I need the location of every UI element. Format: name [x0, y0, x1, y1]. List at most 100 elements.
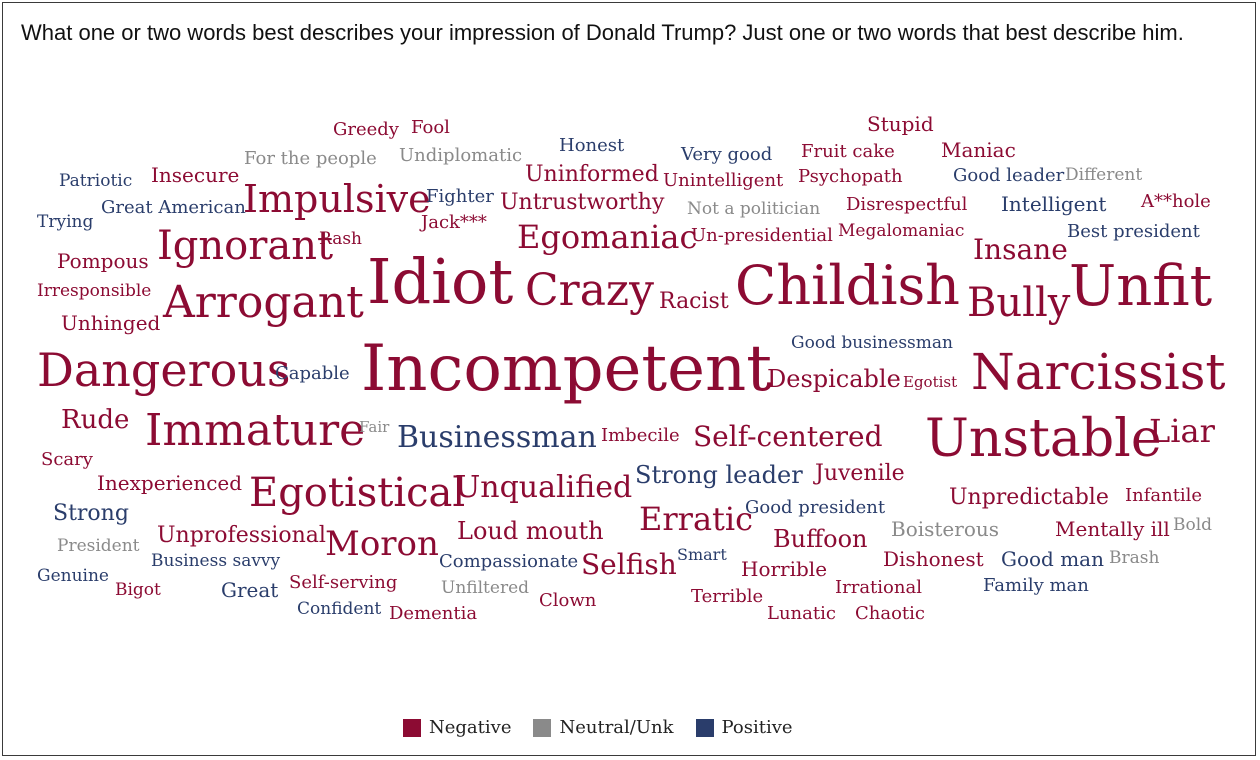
- word-liar: Liar: [1149, 412, 1215, 450]
- word-clown: Clown: [539, 590, 597, 611]
- word-despicable: Despicable: [767, 365, 901, 393]
- legend-swatch-negative: [403, 718, 421, 737]
- word-stupid: Stupid: [867, 112, 934, 136]
- word-unpredictable: Unpredictable: [949, 485, 1109, 510]
- word-terrible: Terrible: [691, 586, 764, 607]
- word-megalomaniac: Megalomaniac: [838, 221, 965, 241]
- legend-item-positive: Positive: [695, 717, 793, 738]
- word-ignorant: Ignorant: [157, 223, 334, 269]
- word-narcissist: Narcissist: [971, 343, 1226, 401]
- word-greedy: Greedy: [333, 119, 399, 140]
- legend-label: Neutral/Unk: [559, 717, 674, 738]
- word-erratic: Erratic: [639, 500, 754, 538]
- word-egotist: Egotist: [903, 373, 958, 391]
- word-patriotic: Patriotic: [59, 171, 133, 191]
- word-fool: Fool: [411, 117, 450, 138]
- word-dangerous: Dangerous: [37, 343, 291, 397]
- word-confident: Confident: [297, 599, 382, 619]
- word-unhinged: Unhinged: [61, 311, 161, 335]
- word-great-american: Great American: [101, 197, 246, 218]
- legend-label: Negative: [429, 717, 512, 738]
- word-trying: Trying: [37, 212, 94, 232]
- word-president: President: [57, 536, 140, 556]
- word-maniac: Maniac: [941, 138, 1016, 162]
- word-egomaniac: Egomaniac: [517, 218, 698, 256]
- word-brash: Brash: [1109, 548, 1160, 568]
- word-jack: Jack***: [421, 212, 487, 233]
- legend-item-neutral-unk: Neutral/Unk: [533, 717, 674, 738]
- word-cloud: Incompetent Idiot Unfit Childish Unstable Nar…: [3, 3, 1257, 757]
- word-business-savvy: Business savvy: [151, 551, 281, 571]
- word-rash: Rash: [319, 229, 362, 249]
- word-businessman: Businessman: [397, 420, 597, 455]
- word-self-serving: Self-serving: [289, 572, 398, 593]
- word-rude: Rude: [61, 405, 130, 435]
- word-uninformed: Uninformed: [525, 162, 659, 187]
- survey-question: What one or two words best describes you…: [21, 20, 1184, 45]
- word-bigot: Bigot: [115, 580, 161, 600]
- word-honest: Honest: [559, 135, 625, 156]
- word-lunatic: Lunatic: [767, 603, 836, 624]
- word-a-hole: A**hole: [1141, 191, 1211, 212]
- word-childish: Childish: [735, 254, 960, 317]
- word-buffoon: Buffoon: [773, 525, 868, 553]
- word-good-businessman: Good businessman: [791, 333, 953, 353]
- word-unfiltered: Unfiltered: [441, 578, 530, 598]
- word-moron: Moron: [325, 524, 439, 564]
- word-arrogant: Arrogant: [163, 277, 364, 328]
- word-incompetent: Incompetent: [361, 332, 772, 406]
- word-irresponsible: Irresponsible: [37, 281, 152, 301]
- word-best-president: Best president: [1067, 221, 1200, 242]
- word-self-centered: Self-centered: [693, 420, 883, 453]
- word-family-man: Family man: [983, 575, 1089, 596]
- word-selfish: Selfish: [581, 548, 677, 581]
- word-egotistical: Egotistical: [249, 470, 466, 516]
- word-impulsive: Impulsive: [243, 177, 431, 221]
- word-unstable: Unstable: [925, 409, 1162, 469]
- word-undiplomatic: Undiplomatic: [399, 145, 523, 166]
- word-genuine: Genuine: [37, 566, 109, 586]
- word-strong-leader: Strong leader: [635, 461, 803, 489]
- legend-item-negative: Negative: [403, 717, 511, 738]
- legend-label: Positive: [721, 717, 793, 738]
- word-for-the-people: For the people: [244, 148, 377, 169]
- legend-swatch-positive: [695, 718, 714, 737]
- word-dishonest: Dishonest: [883, 547, 984, 571]
- word-good-man: Good man: [1001, 547, 1104, 571]
- word-dementia: Dementia: [389, 603, 478, 624]
- word-imbecile: Imbecile: [601, 425, 680, 446]
- word-bold: Bold: [1173, 515, 1213, 535]
- word-unfit: Unfit: [1069, 254, 1213, 319]
- word-insane: Insane: [973, 233, 1068, 266]
- word-unqualified: Unqualified: [455, 470, 633, 505]
- word-not-a-politician: Not a politician: [687, 199, 821, 219]
- word-insecure: Insecure: [151, 163, 240, 187]
- word-very-good: Very good: [681, 144, 773, 165]
- word-fair: Fair: [359, 418, 390, 436]
- word-untrustworthy: Untrustworthy: [500, 190, 665, 215]
- word-great: Great: [221, 578, 279, 602]
- word-psychopath: Psychopath: [798, 166, 903, 187]
- word-different: Different: [1065, 165, 1143, 185]
- word-intelligent: Intelligent: [1001, 192, 1107, 216]
- word-compassionate: Compassionate: [439, 551, 579, 572]
- legend: Negative Neutral/Unk Positive: [403, 717, 793, 738]
- word-irrational: Irrational: [835, 577, 922, 598]
- word-inexperienced: Inexperienced: [97, 471, 243, 495]
- word-pompous: Pompous: [57, 249, 149, 273]
- word-infantile: Infantile: [1125, 485, 1203, 506]
- word-crazy: Crazy: [525, 265, 654, 316]
- word-racist: Racist: [659, 289, 729, 314]
- word-capable: Capable: [275, 363, 350, 384]
- word-mentally-ill: Mentally ill: [1055, 517, 1170, 541]
- word-bully: Bully: [967, 280, 1071, 326]
- word-idiot: Idiot: [367, 245, 514, 318]
- word-unprofessional: Unprofessional: [157, 523, 326, 548]
- word-scary: Scary: [41, 449, 93, 470]
- word-disrespectful: Disrespectful: [846, 194, 968, 215]
- word-un-presidential: Un-presidential: [691, 225, 833, 246]
- word-fighter: Fighter: [426, 186, 494, 207]
- word-loud-mouth: Loud mouth: [457, 517, 604, 545]
- word-good-leader: Good leader: [953, 165, 1065, 186]
